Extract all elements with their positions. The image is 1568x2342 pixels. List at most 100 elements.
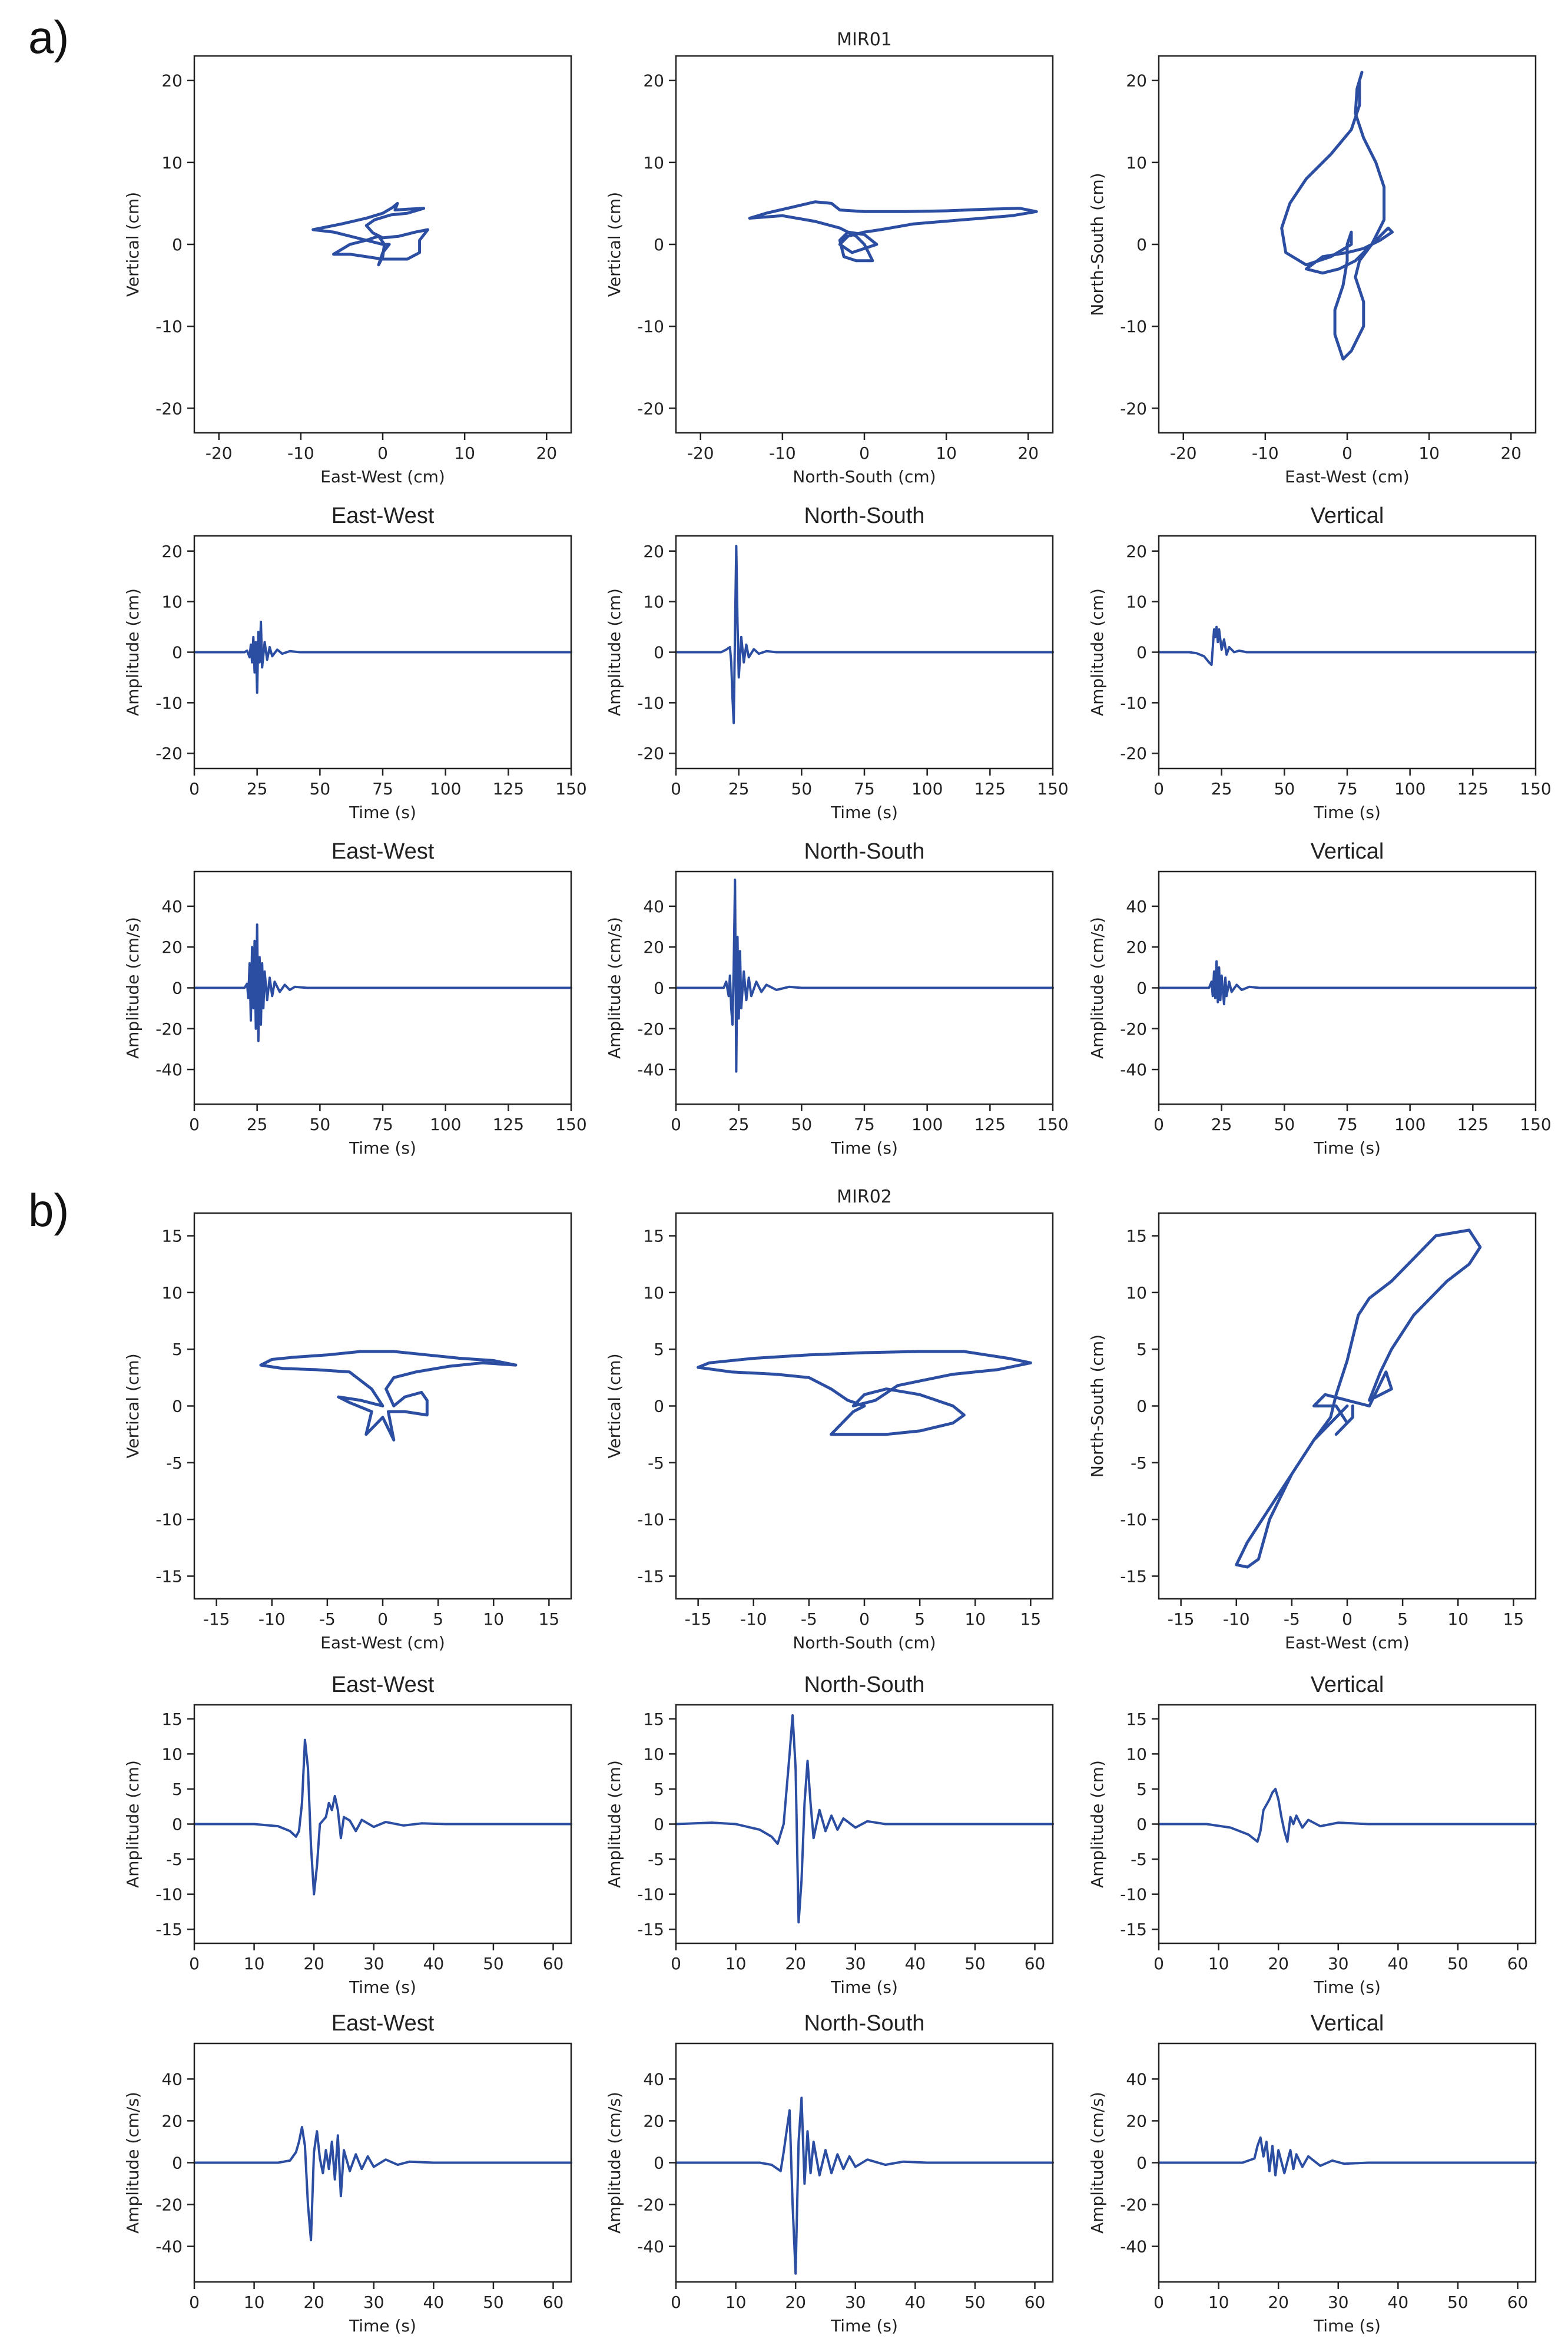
station-title: MIR02 xyxy=(837,1187,892,1207)
subplot-MIR02-9: 0 10 20 30 40 50 60 -40 -20 0 20 40 Time (s) Amplitud… xyxy=(1088,2011,1537,2336)
x-tick-label: 20 xyxy=(303,2293,324,2312)
y-tick-label: 5 xyxy=(172,1340,183,1359)
y-tick-label: 10 xyxy=(161,1744,183,1764)
subplot-title: Vertical xyxy=(1311,503,1384,528)
x-tick-label: 150 xyxy=(555,1115,586,1134)
y-tick-label: 5 xyxy=(1136,1780,1147,1799)
y-tick-label: 0 xyxy=(1136,643,1147,662)
y-axis-label: Vertical (cm) xyxy=(605,1353,624,1458)
x-tick-label: 10 xyxy=(1208,2293,1229,2312)
y-tick-label: 0 xyxy=(172,643,183,662)
x-tick-label: 10 xyxy=(1418,443,1440,463)
x-tick-label: 50 xyxy=(310,1115,331,1134)
y-tick-label: 40 xyxy=(161,2069,183,2089)
x-tick-label: 40 xyxy=(905,1954,926,1973)
x-tick-label: 20 xyxy=(1268,2293,1289,2312)
x-tick-label: 100 xyxy=(911,779,943,799)
x-tick-label: -5 xyxy=(319,1609,336,1629)
x-tick-label: 30 xyxy=(363,2293,384,2312)
y-tick-label: 5 xyxy=(172,1780,183,1799)
y-tick-label: -20 xyxy=(1120,1019,1147,1039)
subplot-MIR02-2: -15 -10 -5 0 5 10 15 -15 -10 -5 0 5 10 15 North-South … xyxy=(605,1187,1054,1652)
subplot-title: North-South xyxy=(804,503,925,528)
y-tick-label: 15 xyxy=(643,1227,664,1246)
x-tick-label: 125 xyxy=(493,1115,524,1134)
y-tick-label: 40 xyxy=(1126,897,1147,916)
y-tick-label: 20 xyxy=(643,71,664,91)
y-tick-label: -20 xyxy=(637,399,664,418)
x-tick-label: 10 xyxy=(483,1609,504,1629)
data-series-line xyxy=(675,545,1054,724)
x-axis-label: East-West (cm) xyxy=(320,467,445,486)
x-tick-label: -10 xyxy=(258,1609,286,1629)
y-tick-label: 15 xyxy=(1126,1710,1147,1729)
y-tick-label: 0 xyxy=(654,235,664,254)
y-tick-label: 15 xyxy=(161,1710,183,1729)
y-tick-label: 10 xyxy=(643,1283,664,1303)
y-tick-label: 40 xyxy=(643,2069,664,2089)
x-tick-label: 10 xyxy=(244,2293,265,2312)
x-tick-label: 125 xyxy=(974,779,1006,799)
y-tick-label: 15 xyxy=(643,1710,664,1729)
y-tick-label: 0 xyxy=(654,979,664,998)
y-tick-label: -5 xyxy=(166,1453,183,1473)
data-series-line xyxy=(1158,960,1537,1006)
y-tick-label: -40 xyxy=(155,2237,183,2257)
y-tick-label: 0 xyxy=(654,1397,664,1416)
x-tick-label: 20 xyxy=(785,1954,806,1973)
y-tick-label: -5 xyxy=(1131,1453,1147,1473)
subplot-MIR01-5: 0 25 50 75 100 125 150 -20 -10 0 10 20 Time (s) Ampli… xyxy=(605,503,1069,822)
data-series-line xyxy=(675,878,1054,1073)
y-tick-label: -20 xyxy=(1120,399,1147,418)
x-axis-label: Time (s) xyxy=(1313,803,1381,822)
subplot-MIR01-1: -20 -10 0 10 20 -20 -10 0 10 20 East-West (cm) Vert… xyxy=(123,55,572,486)
x-axis-label: Time (s) xyxy=(1313,2316,1381,2336)
x-tick-label: 0 xyxy=(377,1609,388,1629)
subplot-MIR01-2: -20 -10 0 10 20 -20 -10 0 10 20 North-South (cm) Ve… xyxy=(605,29,1054,486)
subplot-MIR02-1: -15 -10 -5 0 5 10 15 -15 -10 -5 0 5 10 15 East-West (c… xyxy=(123,1212,572,1652)
y-tick-label: 40 xyxy=(1126,2069,1147,2089)
x-tick-label: 50 xyxy=(964,1954,986,1973)
x-tick-label: 30 xyxy=(363,1954,384,1973)
y-tick-label: 0 xyxy=(654,643,664,662)
y-tick-label: 10 xyxy=(1126,1744,1147,1764)
x-tick-label: 40 xyxy=(1388,2293,1409,2312)
y-tick-label: -40 xyxy=(637,1060,664,1079)
x-tick-label: 25 xyxy=(247,779,268,799)
x-tick-label: 0 xyxy=(671,2293,681,2312)
x-tick-label: -15 xyxy=(203,1609,230,1629)
x-tick-label: 25 xyxy=(1211,1115,1232,1134)
x-tick-label: 75 xyxy=(372,779,393,799)
x-tick-label: -10 xyxy=(287,443,314,463)
y-tick-label: -10 xyxy=(1120,1510,1147,1529)
x-tick-label: 0 xyxy=(1342,1609,1352,1629)
y-tick-label: 0 xyxy=(1136,1397,1147,1416)
x-tick-label: 20 xyxy=(1268,1954,1289,1973)
subplot-title: East-West xyxy=(331,503,435,528)
y-tick-label: 10 xyxy=(643,592,664,612)
y-tick-label: -40 xyxy=(637,2237,664,2257)
data-series-line xyxy=(193,621,572,694)
y-tick-label: 20 xyxy=(1126,542,1147,561)
x-tick-label: 50 xyxy=(791,1115,813,1134)
x-axis-label: Time (s) xyxy=(1313,1138,1381,1158)
y-tick-label: -15 xyxy=(1120,1566,1147,1586)
data-series-line xyxy=(1158,625,1537,666)
y-tick-label: 5 xyxy=(654,1340,664,1359)
y-tick-label: -15 xyxy=(155,1566,183,1586)
x-tick-label: 50 xyxy=(1447,2293,1468,2312)
y-axis-label: Amplitude (cm/s) xyxy=(1088,917,1107,1059)
y-tick-label: -15 xyxy=(155,1920,183,1939)
y-tick-label: 40 xyxy=(643,897,664,916)
y-tick-label: 20 xyxy=(161,542,183,561)
y-axis-label: Amplitude (cm/s) xyxy=(1088,2092,1107,2234)
data-series-line xyxy=(193,1738,572,1896)
x-axis-label: East-West (cm) xyxy=(1285,1633,1410,1652)
y-tick-label: 0 xyxy=(172,2154,183,2173)
x-tick-label: 20 xyxy=(303,1954,324,1973)
x-axis-label: East-West (cm) xyxy=(1285,467,1410,486)
x-tick-label: 10 xyxy=(725,2293,747,2312)
y-tick-label: 10 xyxy=(1126,153,1147,173)
x-tick-label: 150 xyxy=(1037,779,1068,799)
